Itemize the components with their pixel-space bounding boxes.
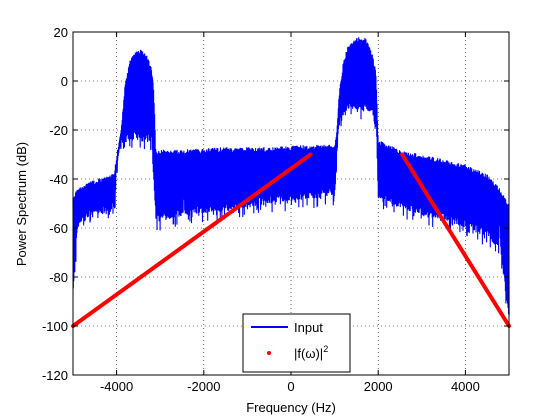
y-axis-label: Power Spectrum (dB) [14,142,29,266]
x-tick-label: 0 [287,379,294,394]
legend-f-label: |f(ω)|2 [294,344,328,361]
y-tick-label: -120 [42,368,68,383]
y-tick-label: 0 [61,74,68,89]
x-axis-label: Frequency (Hz) [246,400,336,415]
y-tick-label: -60 [49,221,68,236]
y-axis-ticks: 20 0 -20 -40 -60 -80 -100 -120 [42,25,509,383]
legend-box [242,313,351,373]
x-tick-label: -2000 [187,379,220,394]
legend-f-label-sup: 2 [323,344,328,354]
x-tick-label: 2000 [364,379,393,394]
legend-f-label-main: |f(ω)| [294,346,323,361]
x-axis-ticks: -4000 -2000 0 2000 4000 [100,32,480,394]
legend-input-label: Input [294,320,323,335]
x-tick-label: -4000 [100,379,133,394]
input-line [72,37,510,316]
legend: Input |f(ω)|2 [242,313,351,373]
y-tick-label: -100 [42,319,68,334]
x-tick-label: 4000 [451,379,480,394]
y-tick-label: -80 [49,270,68,285]
y-tick-label: 20 [54,25,68,40]
series-f-omega [71,152,511,328]
legend-f-swatch [267,351,271,355]
f-omega-segment [71,152,313,328]
f-omega-segment [400,152,511,328]
y-tick-label: -20 [49,123,68,138]
y-tick-label: -40 [49,172,68,187]
series-input [72,37,510,316]
